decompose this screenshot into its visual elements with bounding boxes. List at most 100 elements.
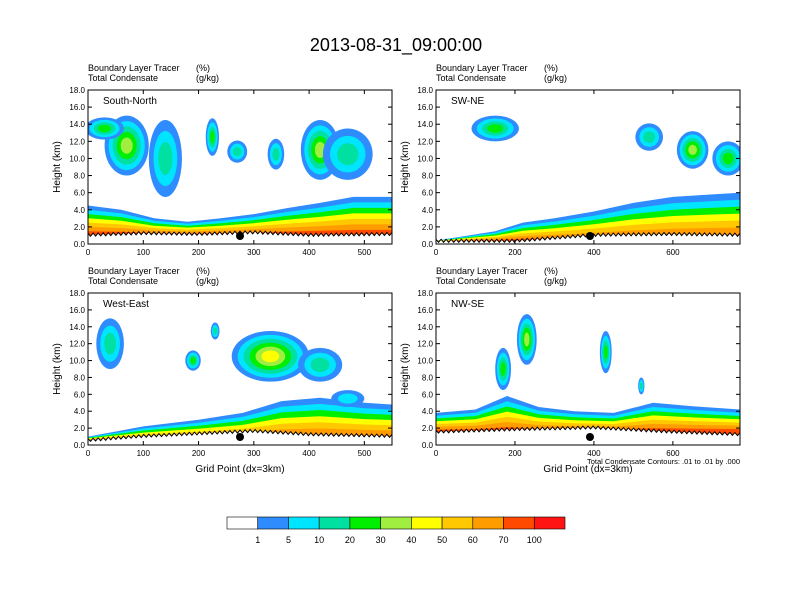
cloud-0-level-5 [524,332,530,347]
subtitle-condensate-unit: (g/kg) [196,276,219,286]
cloud-2-level-4 [603,345,608,360]
cloud-7-level-3 [337,143,359,166]
y-tick-label: 0.0 [74,441,86,450]
x-tick-label: 0 [434,449,439,458]
subtitle-condensate: Total Condensate [88,73,158,83]
cloud-3-level-4 [210,130,215,144]
y-axis-label: Height (km) [52,141,63,193]
x-tick-label: 300 [247,449,261,458]
cloud-1-level-3 [213,327,218,335]
y-tick-label: 8.0 [74,373,86,382]
cloud-5-level-3 [272,147,280,161]
y-tick-label: 10.0 [417,154,433,163]
x-tick-label: 200 [192,248,206,257]
y-axis-label: Height (km) [400,343,411,395]
location-marker [585,232,594,240]
y-tick-label: 12.0 [417,340,433,349]
cloud-1-level-4 [98,124,112,133]
y-tick-label: 2.0 [74,223,86,232]
y-tick-label: 4.0 [422,206,434,215]
cloud-0-level-4 [487,124,504,133]
y-tick-label: 2.0 [422,424,434,433]
plot-area [88,90,392,244]
y-tick-label: 18.0 [69,86,85,95]
subtitle-tracer-unit: (%) [544,63,558,73]
x-tick-label: 600 [666,248,680,257]
subtitle-condensate: Total Condensate [436,73,506,83]
y-tick-label: 12.0 [417,137,433,146]
location-marker [585,433,594,441]
colorbar-label: 70 [499,535,509,545]
cloud-2-level-4 [190,357,196,364]
panel-nw-se: 0.0 2.0 4.0 6.0 8.0 10.0 12.0 14.0 16.0 18.0 0 200 4… [400,266,741,475]
colorbar-swatch [472,516,504,530]
subtitle-tracer: Boundary Layer Tracer [436,63,528,73]
x-tick-label: 500 [358,248,372,257]
y-tick-label: 6.0 [74,390,86,399]
y-tick-label: 14.0 [69,323,85,332]
colorbar-label: 10 [314,535,324,545]
colorbar-label: 40 [406,535,416,545]
colorbar-swatch [533,516,566,530]
location-marker [236,433,244,441]
cloud-0-level-5 [120,137,133,154]
x-tick-label: 300 [247,248,261,257]
y-tick-label: 2.0 [422,223,434,232]
colorbar-swatch [288,516,320,530]
y-tick-label: 2.0 [74,424,86,433]
y-tick-label: 8.0 [422,172,434,181]
y-tick-label: 6.0 [74,189,86,198]
x-tick-label: 600 [666,449,680,458]
y-tick-label: 4.0 [422,407,434,416]
subtitle-condensate: Total Condensate [436,276,506,286]
x-tick-label: 100 [137,449,151,458]
subtitle-condensate-unit: (g/kg) [544,73,567,83]
y-tick-label: 8.0 [422,373,434,382]
plot-area [436,293,740,445]
colorbar-swatch [349,516,381,530]
colorbar-label: 30 [376,535,386,545]
y-tick-label: 16.0 [69,103,85,112]
plot-area [436,90,740,244]
plot-frame [435,89,741,245]
x-tick-label: 0 [434,248,439,257]
cloud-3-level-3 [639,382,643,390]
y-tick-label: 0.0 [422,441,434,450]
y-tick-label: 12.0 [69,137,85,146]
x-tick-label: 0 [86,449,91,458]
colorbar-label: 100 [527,535,542,545]
y-tick-label: 14.0 [417,323,433,332]
cloud-4-level-3 [310,357,330,373]
subtitle-condensate: Total Condensate [88,276,158,286]
subtitle-tracer: Boundary Layer Tracer [436,266,528,276]
colorbar-swatch [411,516,443,530]
panel-west-east: 0.0 2.0 4.0 6.0 8.0 10.0 12.0 14.0 16.0 18.0 0 100 2… [52,266,393,475]
colorbar-label: 60 [468,535,478,545]
panel-south-north: 0.0 2.0 4.0 6.0 8.0 10.0 12.0 14.0 16.0 18.0 0 100 2… [52,63,393,257]
subtitle-tracer: Boundary Layer Tracer [88,63,180,73]
cloud-6-level-5 [314,141,326,159]
subtitle-condensate-unit: (g/kg) [544,276,567,286]
y-tick-label: 8.0 [74,172,86,181]
subtitle-tracer-unit: (%) [196,63,210,73]
panel-label: SW-NE [451,96,484,107]
cloud-3-level-4 [722,152,734,165]
panel-label: South-North [103,96,157,107]
y-tick-label: 0.0 [74,240,86,249]
cloud-1-level-3 [643,131,656,143]
y-tick-label: 18.0 [69,289,85,298]
cloud-2-level-5 [688,144,697,156]
cloud-1-level-4 [500,361,506,377]
x-axis-label: Grid Point (dx=3km) [195,464,284,475]
panel-label: NW-SE [451,299,484,310]
x-tick-label: 400 [587,449,601,458]
cloud-2-level-3 [158,141,173,175]
y-tick-label: 4.0 [74,206,86,215]
x-tick-label: 200 [508,248,522,257]
cloud-4-level-3 [232,146,242,157]
footnote: Total Condensate Contours: .01 to .01 by… [587,457,740,466]
panels: 0.0 2.0 4.0 6.0 8.0 10.0 12.0 14.0 16.0 18.0 0 100 2… [52,63,741,475]
y-tick-label: 6.0 [422,189,434,198]
y-tick-label: 4.0 [74,407,86,416]
x-tick-label: 0 [86,248,91,257]
